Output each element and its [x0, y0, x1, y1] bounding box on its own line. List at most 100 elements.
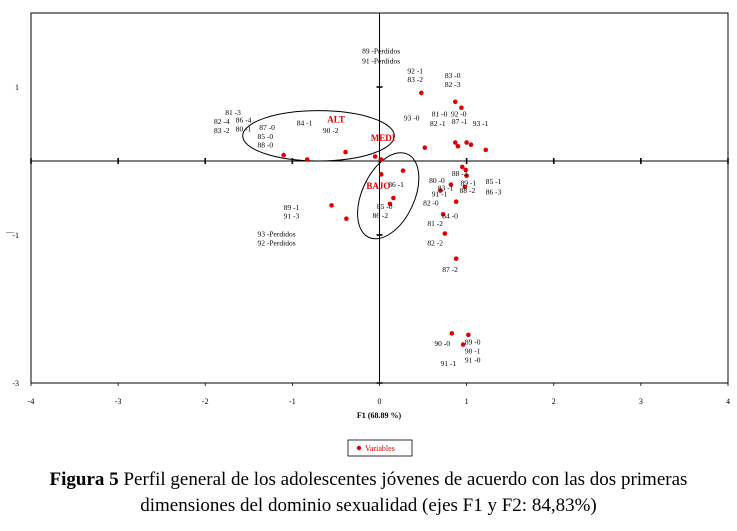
point-label: 86 -3 — [486, 187, 502, 196]
group-ellipse — [242, 110, 395, 162]
point-label: 90 -2 — [323, 126, 339, 135]
data-point — [400, 168, 406, 173]
data-point — [453, 199, 459, 204]
x-tick-label: 0 — [378, 397, 382, 406]
point-label: 88 -3 — [452, 169, 468, 178]
data-point — [372, 154, 378, 159]
point-label: 88 -0 — [258, 141, 274, 150]
data-point — [438, 188, 443, 193]
point-label: 83 -2 — [407, 75, 423, 84]
point-label: 81 -2 — [427, 219, 443, 228]
point-label: 87 -0 — [259, 123, 275, 132]
x-tick-label: 2 — [552, 397, 556, 406]
data-point — [468, 142, 474, 148]
x-tick-label: 3 — [639, 397, 643, 406]
point-label: 92 -Perdidos — [258, 238, 296, 247]
data-point — [464, 140, 469, 145]
point-label: 86 -4 — [236, 116, 252, 125]
data-point — [452, 99, 458, 105]
data-point — [453, 256, 459, 261]
point-label: 84 -0 — [442, 212, 458, 221]
x-axis-label: F1 (68.89 %) — [357, 411, 402, 420]
legend-marker — [356, 445, 362, 451]
point-label: 88 -2 — [460, 186, 476, 195]
group-ellipse — [357, 152, 420, 240]
point-label: 83 -0 — [445, 71, 461, 80]
data-point — [462, 184, 468, 190]
x-tick-label: 1 — [465, 397, 469, 406]
point-label: 87 -2 — [442, 265, 458, 274]
y-axis-label: .... — [6, 226, 14, 235]
axes: -4 -3 -2 -1 0 1 2 3 4 1 -1 -3 — [12, 13, 730, 406]
data-point — [419, 90, 424, 96]
data-point — [281, 152, 286, 158]
point-label: 90 -0 — [434, 339, 450, 348]
data-point — [422, 145, 428, 150]
point-label: 86 -1 — [388, 180, 404, 189]
point-label: 83 -2 — [214, 126, 230, 135]
point-label: 91 -1 — [440, 359, 456, 368]
point-label: 82 -1 — [430, 119, 446, 128]
point-label: 85 -0 — [377, 202, 393, 211]
data-point — [459, 105, 464, 111]
data-point — [387, 201, 393, 207]
data-point — [460, 342, 466, 347]
data-point — [378, 172, 384, 177]
legend-box — [347, 439, 413, 457]
point-label: 85 -0 — [258, 132, 274, 141]
point-label: 93 -0 — [404, 113, 420, 122]
point-label: 93 -1 — [473, 119, 489, 128]
legend-label: Variables — [365, 444, 395, 453]
data-point — [343, 149, 348, 155]
x-tick-label: -2 — [202, 397, 209, 406]
point-label: 84 -1 — [297, 118, 313, 127]
data-point — [378, 157, 384, 162]
data-point — [329, 203, 334, 208]
y-tick-label: -1 — [12, 231, 19, 240]
data-points — [281, 90, 489, 347]
data-point — [391, 195, 396, 201]
x-tick-label: -4 — [28, 397, 35, 406]
group-ellipses — [242, 110, 420, 240]
point-label: 90 -1 — [465, 346, 481, 355]
figure-caption: Figura 5 Perfil general de los adolescen… — [0, 467, 737, 519]
point-label: 81 -0 — [432, 110, 448, 119]
caption-label: Figura 5 — [49, 469, 119, 490]
point-label: 82 -2 — [427, 238, 443, 247]
point-label: 86 -2 — [373, 211, 389, 220]
data-point — [448, 182, 454, 187]
x-tick-label: -3 — [115, 397, 122, 406]
point-label: 80 -1 — [236, 124, 252, 133]
point-label: 91 -0 — [465, 355, 481, 364]
point-label: 93 -Perdidos — [258, 229, 296, 238]
data-point — [464, 173, 469, 179]
data-point — [463, 167, 469, 173]
data-point — [455, 143, 461, 149]
y-tick-label: -3 — [12, 379, 19, 388]
point-label: 85 -1 — [486, 177, 502, 186]
point-label: 91 -Perdidos — [362, 56, 400, 65]
data-point — [452, 140, 458, 145]
point-label: 92 -0 — [451, 110, 467, 119]
point-label: 89 -Perdidos — [362, 47, 400, 56]
group-label: MEDI — [371, 133, 396, 143]
point-label: 83 -1 — [438, 184, 454, 193]
point-label: 80 -0 — [429, 176, 445, 185]
legend: Variables — [347, 439, 413, 457]
point-label: 89 -1 — [284, 203, 300, 212]
data-point — [304, 157, 310, 162]
point-label: 89 -0 — [465, 338, 481, 347]
point-label: 89 -1 — [461, 178, 477, 187]
y-tick-label: 1 — [15, 83, 19, 92]
point-label: 87 -1 — [452, 117, 468, 126]
point-label: 91 -1 — [432, 190, 448, 199]
point-label: 82 -4 — [214, 117, 230, 126]
caption-text: Perfil general de los adolescentes jóven… — [118, 469, 688, 516]
data-point — [466, 332, 471, 338]
data-point — [442, 231, 448, 236]
group-labels: ALT MEDI BAJO — [327, 115, 396, 192]
group-label: BAJO — [366, 181, 390, 191]
x-tick-label: -1 — [289, 397, 296, 406]
